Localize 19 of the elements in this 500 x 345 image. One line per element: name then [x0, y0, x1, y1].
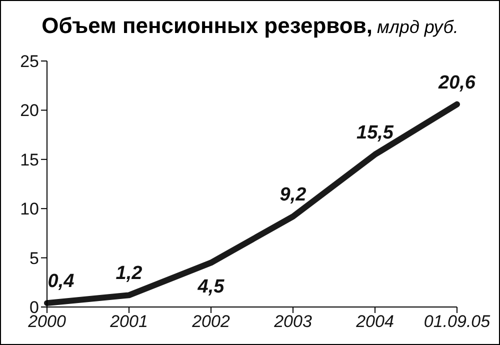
y-tick-label: 10	[20, 200, 39, 219]
data-label: 9,2	[280, 184, 307, 206]
y-tick-label: 25	[20, 52, 39, 72]
data-label: 4,5	[196, 276, 225, 298]
chart-title: Объем пенсионных резервов,	[42, 13, 372, 38]
data-label: 0,4	[48, 271, 75, 292]
y-tick-label: 20	[20, 101, 39, 120]
x-tick-label: 2003	[273, 312, 312, 332]
x-tick-label: 01.09.05	[424, 312, 491, 332]
x-tick-label: 2000	[27, 312, 66, 332]
x-tick-label: 2004	[355, 312, 394, 332]
y-tick-label: 5	[30, 248, 39, 268]
x-tick-label: 2002	[191, 312, 230, 332]
data-label: 20,6	[438, 72, 476, 94]
x-tick-label: 2001	[109, 312, 148, 332]
data-label: 1,2	[116, 263, 143, 284]
chart-subtitle: млрд руб.	[376, 17, 458, 37]
data-label: 15,5	[356, 122, 394, 144]
y-tick-label: 15	[20, 150, 39, 170]
